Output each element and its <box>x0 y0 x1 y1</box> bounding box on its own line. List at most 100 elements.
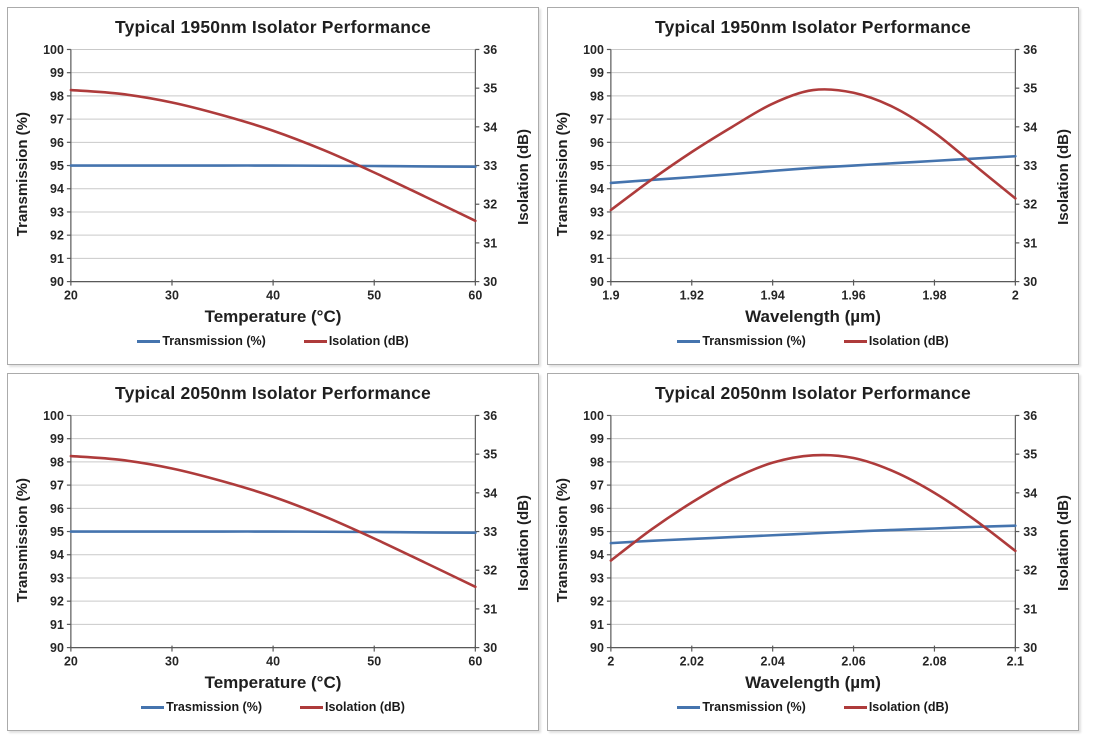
svg-text:97: 97 <box>50 479 64 493</box>
svg-text:93: 93 <box>50 205 64 219</box>
svg-text:40: 40 <box>266 655 280 669</box>
svg-text:36: 36 <box>483 409 497 423</box>
y-axis-label-left: Transmission (%) <box>553 477 571 603</box>
chart-panel-2050-temperature: Typical 2050nm Isolator Performance Tran… <box>7 373 539 731</box>
y-axis-label-left: Transmission (%) <box>13 477 31 603</box>
svg-text:1.96: 1.96 <box>841 289 865 303</box>
legend: Trasmission (%) Isolation (dB) <box>8 696 538 718</box>
legend-label-isolation: Isolation (dB) <box>325 700 405 714</box>
legend-item-transmission: Transmission (%) <box>677 334 806 348</box>
svg-text:95: 95 <box>590 525 604 539</box>
legend-swatch-isolation <box>300 705 323 709</box>
chart-body: Transmission (%) 90 91 92 93 94 95 96 97 98 99 100… <box>548 42 1078 306</box>
svg-text:91: 91 <box>50 252 64 266</box>
svg-text:35: 35 <box>483 448 497 462</box>
svg-text:33: 33 <box>483 525 497 539</box>
legend-label-isolation: Isolation (dB) <box>868 334 949 348</box>
svg-text:1.98: 1.98 <box>922 289 946 303</box>
svg-text:34: 34 <box>483 120 497 134</box>
svg-text:92: 92 <box>590 595 604 609</box>
legend-label-isolation: Isolation (dB) <box>328 334 409 348</box>
svg-text:92: 92 <box>50 229 64 243</box>
svg-text:97: 97 <box>50 113 64 127</box>
legend-label-transmission: Trasmission (%) <box>166 700 262 714</box>
chart-body: Transmission (%) 90 91 92 93 94 95 96 97 98 99 100… <box>548 408 1078 672</box>
chart-canvas: 90 91 92 93 94 95 96 97 98 99 100 30 31 32 33 34 35 36 20 3… <box>43 43 497 303</box>
svg-text:99: 99 <box>50 432 64 446</box>
svg-text:93: 93 <box>590 205 604 219</box>
legend: Transmission (%) Isolation (dB) <box>548 330 1078 352</box>
svg-text:92: 92 <box>590 229 604 243</box>
legend-label-transmission: Transmission (%) <box>702 700 806 714</box>
svg-text:96: 96 <box>590 136 604 150</box>
svg-text:100: 100 <box>43 43 64 57</box>
legend: Transmission (%) Isolation (dB) <box>8 330 538 352</box>
chart-title: Typical 2050nm Isolator Performance <box>115 383 431 403</box>
y-axis-label-right: Isolation (dB) <box>1055 129 1073 225</box>
svg-text:94: 94 <box>50 182 64 196</box>
svg-text:92: 92 <box>50 595 64 609</box>
chart-title: Typical 1950nm Isolator Performance <box>115 17 431 37</box>
svg-text:99: 99 <box>50 66 64 80</box>
svg-text:98: 98 <box>590 89 604 103</box>
svg-text:94: 94 <box>50 548 64 562</box>
svg-text:35: 35 <box>1023 82 1037 96</box>
svg-text:91: 91 <box>590 618 604 632</box>
x-axis-label: Wavelength (µm) <box>745 307 881 326</box>
svg-text:99: 99 <box>590 66 604 80</box>
svg-text:33: 33 <box>1023 159 1037 173</box>
svg-text:2.08: 2.08 <box>922 655 946 669</box>
svg-text:2.04: 2.04 <box>760 655 784 669</box>
chart-canvas: 90 91 92 93 94 95 96 97 98 99 100 30 31 32 33 34 35 36 1.9… <box>583 43 1037 303</box>
svg-text:36: 36 <box>483 43 497 57</box>
svg-text:30: 30 <box>483 275 497 289</box>
legend-item-isolation: Isolation (dB) <box>843 700 949 714</box>
chart-canvas: 90 91 92 93 94 95 96 97 98 99 100 30 31 32 33 34 35 36 20 3… <box>43 409 497 669</box>
svg-text:94: 94 <box>590 548 604 562</box>
svg-text:90: 90 <box>590 641 604 655</box>
legend-item-transmission: Transmission (%) <box>137 334 266 348</box>
legend-swatch-transmission <box>677 339 701 343</box>
svg-text:30: 30 <box>483 641 497 655</box>
svg-text:34: 34 <box>483 486 497 500</box>
svg-text:2: 2 <box>1012 289 1019 303</box>
svg-text:93: 93 <box>590 571 604 585</box>
chart-title: Typical 2050nm Isolator Performance <box>655 383 971 403</box>
svg-text:30: 30 <box>165 289 179 303</box>
chart-body: Transmission (%) 90 91 92 93 94 95 96 97 98 99 100… <box>8 408 538 672</box>
svg-text:35: 35 <box>1023 448 1037 462</box>
legend: Transmission (%) Isolation (dB) <box>548 696 1078 718</box>
svg-text:34: 34 <box>1023 486 1037 500</box>
svg-text:35: 35 <box>483 82 497 96</box>
legend-label-transmission: Transmission (%) <box>702 334 806 348</box>
svg-text:33: 33 <box>483 159 497 173</box>
svg-text:100: 100 <box>43 409 64 423</box>
chart-panel-1950-temperature: Typical 1950nm Isolator Performance Tran… <box>7 7 539 365</box>
legend-swatch-transmission <box>141 705 165 709</box>
y-axis-label-left: Transmission (%) <box>13 111 31 237</box>
svg-text:32: 32 <box>483 564 497 578</box>
legend-item-transmission: Trasmission (%) <box>141 700 262 714</box>
svg-text:98: 98 <box>50 455 64 469</box>
x-axis-label: Temperature (°C) <box>204 673 342 692</box>
svg-text:31: 31 <box>483 602 497 616</box>
legend-swatch-isolation <box>843 339 867 343</box>
svg-text:1.92: 1.92 <box>680 289 704 303</box>
chart-grid: Typical 1950nm Isolator Performance Tran… <box>7 7 1079 731</box>
svg-text:32: 32 <box>1023 198 1037 212</box>
svg-text:30: 30 <box>1023 641 1037 655</box>
svg-text:100: 100 <box>583 43 604 57</box>
svg-text:91: 91 <box>50 618 64 632</box>
svg-text:95: 95 <box>50 159 64 173</box>
legend-swatch-isolation <box>843 705 867 709</box>
svg-text:98: 98 <box>590 455 604 469</box>
svg-text:50: 50 <box>367 289 381 303</box>
svg-text:97: 97 <box>590 479 604 493</box>
svg-text:100: 100 <box>583 409 604 423</box>
svg-text:2.1: 2.1 <box>1007 655 1024 669</box>
svg-text:30: 30 <box>1023 275 1037 289</box>
legend-label-isolation: Isolation (dB) <box>868 700 949 714</box>
svg-text:31: 31 <box>1023 602 1037 616</box>
svg-text:90: 90 <box>50 641 64 655</box>
svg-text:34: 34 <box>1023 120 1037 134</box>
